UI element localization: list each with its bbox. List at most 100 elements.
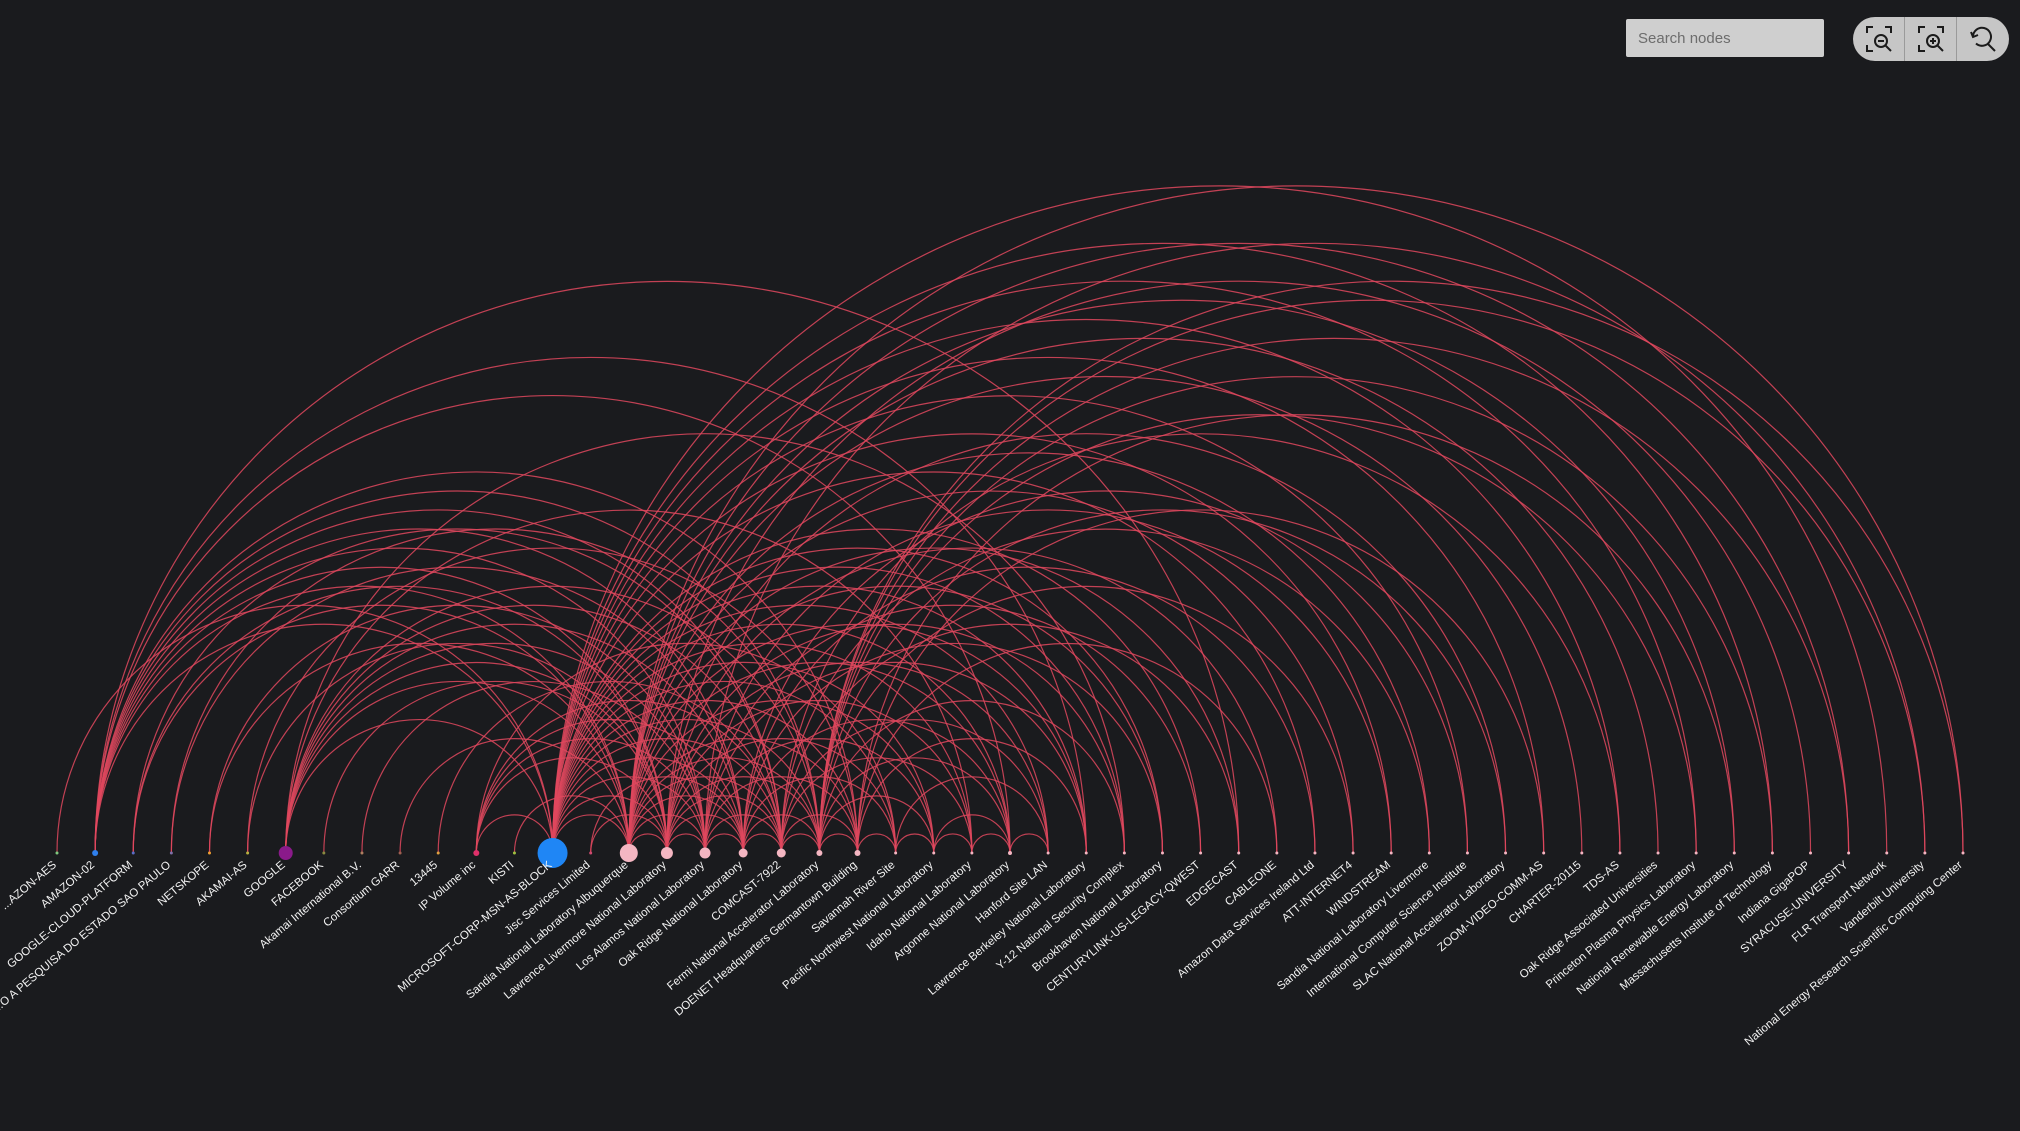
node-circle[interactable] [207, 851, 211, 855]
node-circle[interactable] [932, 851, 936, 855]
node-circle[interactable] [738, 848, 748, 858]
node-circle[interactable] [1351, 851, 1355, 855]
node-circle[interactable] [1923, 851, 1927, 855]
node-circle[interactable] [1504, 851, 1508, 855]
link-arc [628, 337, 1659, 854]
node-circle[interactable] [1656, 851, 1660, 855]
node-circle[interactable] [360, 851, 364, 855]
link-arc [551, 528, 1202, 854]
node-circle[interactable] [894, 851, 898, 855]
node-circle[interactable] [1008, 851, 1012, 855]
link-arc [818, 833, 859, 854]
node-circle[interactable] [1199, 851, 1203, 855]
node-label[interactable]: Oak Ridge Associated Universities [1518, 859, 1661, 981]
node-circle[interactable] [1160, 851, 1164, 855]
link-arc [704, 738, 935, 854]
node-circle[interactable] [1084, 851, 1088, 855]
node-circle[interactable] [1046, 851, 1050, 855]
link-arc [361, 680, 706, 854]
node-circle[interactable] [436, 851, 440, 855]
node-circle[interactable] [1580, 851, 1584, 855]
link-arc [628, 490, 1354, 854]
node-circle[interactable] [619, 844, 638, 862]
reset-zoom-button[interactable] [1957, 17, 2009, 61]
link-arc [285, 585, 820, 854]
node-label[interactable]: COMCAST-7922 [709, 859, 783, 924]
node-label[interactable]: Amazon Data Services Ireland Ltd [1175, 859, 1316, 980]
node-label[interactable]: DOENET Headquarters Germantown Building [673, 859, 860, 1018]
node-circle[interactable] [1618, 851, 1622, 855]
link-arc [780, 433, 1621, 854]
link-arc [628, 661, 1011, 854]
link-arc [551, 814, 630, 854]
link-arc [551, 623, 1011, 854]
link-arc [628, 299, 1735, 854]
link-arc [94, 509, 782, 854]
link-arc [742, 566, 1316, 854]
node-circle[interactable] [1237, 851, 1241, 855]
node-circle[interactable] [1542, 851, 1546, 855]
link-arc [285, 433, 1125, 854]
node-circle[interactable] [473, 850, 480, 856]
link-arc [208, 642, 630, 854]
node-circle[interactable] [131, 851, 135, 855]
link-arc [551, 280, 1697, 854]
node-circle[interactable] [92, 850, 99, 856]
link-arc [704, 833, 744, 854]
node-circle[interactable] [816, 850, 823, 856]
link-arc [628, 757, 820, 854]
node-circle[interactable] [1694, 851, 1698, 855]
node-circle[interactable] [246, 851, 250, 855]
node-circle[interactable] [1885, 851, 1889, 855]
node-circle[interactable] [699, 847, 711, 859]
node-circle[interactable] [854, 850, 861, 856]
link-arc [94, 280, 1240, 854]
node-circle[interactable] [1389, 851, 1393, 855]
node-circle[interactable] [1427, 851, 1431, 855]
link-arc [628, 185, 1964, 854]
node-label[interactable]: 13445 [408, 859, 440, 889]
node-circle[interactable] [970, 851, 974, 855]
node-circle[interactable] [1465, 851, 1469, 855]
node-circle[interactable] [1732, 851, 1736, 855]
node-circle[interactable] [1275, 851, 1279, 855]
node-circle[interactable] [537, 838, 568, 868]
node-circle[interactable] [1770, 851, 1774, 855]
link-arc [818, 375, 1773, 854]
node-circle[interactable] [398, 851, 402, 855]
node-label[interactable]: CHARTER-20115 [1507, 859, 1584, 926]
node-circle[interactable] [1847, 851, 1851, 855]
node-circle[interactable] [776, 848, 786, 858]
node-circle[interactable] [660, 847, 673, 859]
node-label[interactable]: KISTI [487, 859, 517, 887]
link-arc [780, 814, 859, 854]
node-circle[interactable] [1809, 851, 1813, 855]
node-circle[interactable] [1961, 851, 1965, 855]
node-circle[interactable] [55, 851, 59, 855]
zoom-out-button[interactable] [1853, 17, 1905, 61]
node-circle[interactable] [322, 851, 326, 855]
nodes-layer [55, 838, 1965, 868]
node-label[interactable]: ATT-INTERNET4 [1280, 859, 1356, 925]
link-arc [94, 395, 1011, 854]
labels-layer: ...AZON-AESAMAZON-02GOOGLE-CLOUD-PLATFOR… [0, 859, 1965, 1049]
link-arc [551, 585, 1087, 854]
link-arc [551, 318, 1621, 854]
link-arc [323, 680, 668, 854]
link-arc [628, 242, 1850, 854]
node-circle[interactable] [512, 851, 516, 855]
link-arc [971, 833, 1011, 854]
node-circle[interactable] [1122, 851, 1126, 855]
node-circle[interactable] [169, 851, 173, 855]
node-circle[interactable] [278, 846, 293, 860]
link-arc [590, 814, 668, 854]
link-arc [780, 623, 1240, 854]
node-circle[interactable] [1313, 851, 1317, 855]
link-arc [551, 776, 706, 854]
node-circle[interactable] [589, 851, 593, 855]
link-arc [628, 795, 744, 854]
search-input[interactable] [1626, 19, 1824, 57]
link-arc [628, 776, 782, 854]
link-arc [818, 700, 1125, 854]
zoom-in-button[interactable] [1905, 17, 1957, 61]
